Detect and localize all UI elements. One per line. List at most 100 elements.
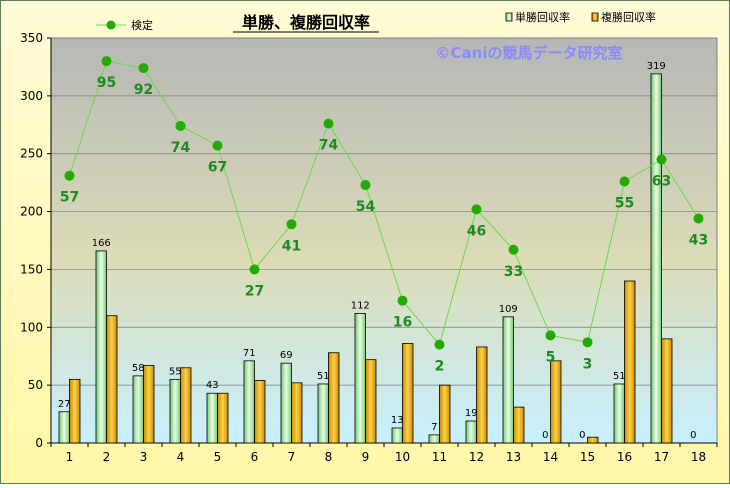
line-point <box>508 244 519 255</box>
legend-place-swatch <box>591 12 599 22</box>
legend-line-label: 検定 <box>131 18 153 32</box>
line-point-label: 2 <box>435 359 445 375</box>
x-tick-label: 3 <box>140 450 148 464</box>
line-point-label: 74 <box>171 140 191 156</box>
line-point <box>286 219 297 230</box>
line-point <box>656 154 667 165</box>
bar-place <box>550 360 562 444</box>
bar-win <box>243 360 255 444</box>
line-point-label: 5 <box>546 349 556 365</box>
y-axis: 0 50 100 150 200 250 300 350 <box>20 31 52 450</box>
bar-win <box>502 316 514 444</box>
x-tick-label: 5 <box>214 450 222 464</box>
bar-series <box>58 73 673 444</box>
line-point <box>212 140 223 151</box>
y-tick-label: 200 <box>20 205 43 219</box>
line-point <box>434 339 445 350</box>
bar-win <box>95 250 107 444</box>
bar-win-label: 51 <box>317 371 330 382</box>
bar-win-label: 166 <box>92 238 111 249</box>
x-tick-label: 12 <box>469 450 484 464</box>
line-point-label: 67 <box>208 160 227 176</box>
bar-place <box>291 382 303 444</box>
line-point <box>582 337 593 348</box>
bar-win <box>169 378 181 444</box>
bar-win-label: 112 <box>351 300 370 311</box>
line-point <box>138 63 149 74</box>
y-tick-label: 100 <box>20 320 43 334</box>
y-tick-label: 150 <box>20 262 43 276</box>
y-tick-label: 50 <box>28 378 43 392</box>
bar-win <box>58 411 70 444</box>
y-tick-label: 0 <box>35 436 43 450</box>
bar-place <box>624 280 636 444</box>
bar-win <box>206 392 218 444</box>
grid-lines <box>51 95 717 386</box>
line-point <box>101 56 112 67</box>
bar-win <box>465 420 477 444</box>
bar-win-label: 19 <box>465 408 478 419</box>
line-point <box>175 120 186 131</box>
x-tick-label: 7 <box>288 450 296 464</box>
bar-win <box>132 375 144 444</box>
x-tick-label: 16 <box>617 450 632 464</box>
bar-place <box>365 359 377 444</box>
bar-place <box>143 365 155 444</box>
line-path <box>69 60 699 346</box>
chart-title: 単勝、複勝回収率 <box>242 13 370 32</box>
bar-place <box>106 315 118 444</box>
x-tick-label: 9 <box>362 450 370 464</box>
line-point-label: 41 <box>282 238 301 254</box>
line-point <box>693 213 704 224</box>
line-point-label: 33 <box>504 264 523 280</box>
watermark: ©Caniの競馬データ研究室 <box>436 44 623 62</box>
x-tick-label: 2 <box>103 450 111 464</box>
legend-item-win: 単勝回収率 <box>505 10 570 24</box>
bar-win-label: 55 <box>169 366 182 377</box>
bar-place <box>476 346 488 444</box>
x-tick-label: 14 <box>543 450 558 464</box>
x-tick-label: 15 <box>580 450 595 464</box>
line-point-label: 43 <box>689 233 708 249</box>
line-point <box>360 179 371 190</box>
bar-place <box>439 384 451 444</box>
line-series <box>64 56 704 350</box>
line-point-label: 16 <box>393 315 412 331</box>
bar-win <box>280 362 292 444</box>
line-point <box>249 264 260 275</box>
bar-win-label: 0 <box>690 430 696 441</box>
bar-win <box>317 383 329 444</box>
line-point <box>323 118 334 129</box>
line-point-label: 3 <box>583 356 593 372</box>
bar-win-label: 51 <box>613 371 626 382</box>
legend-line-marker <box>106 20 116 30</box>
line-point <box>397 295 408 306</box>
bar-place <box>180 367 192 444</box>
x-axis: 1 2 3 4 5 6 7 8 9 10 11 12 13 14 15 16 17 18 <box>50 442 718 464</box>
bar-place <box>402 343 414 444</box>
bar-win <box>428 434 440 444</box>
bar-win <box>391 427 403 444</box>
legend-place-label: 複勝回収率 <box>601 10 656 24</box>
bar-win-label: 43 <box>206 380 219 391</box>
bar-win-label: 319 <box>647 61 666 72</box>
bar-place <box>513 406 525 444</box>
bar-place <box>587 436 599 444</box>
bar-place <box>661 338 673 444</box>
x-tick-label: 1 <box>66 450 74 464</box>
x-tick-label: 13 <box>506 450 521 464</box>
bar-win-label: 0 <box>579 430 585 441</box>
line-point-label: 54 <box>356 199 376 215</box>
bar-win <box>650 73 662 444</box>
x-tick-label: 18 <box>691 450 706 464</box>
bar-win-label: 13 <box>391 415 404 426</box>
line-point-label: 92 <box>134 82 153 98</box>
x-tick-label: 6 <box>251 450 259 464</box>
line-point-label: 57 <box>60 190 79 206</box>
x-tick-label: 8 <box>325 450 333 464</box>
bar-win-label: 0 <box>542 430 548 441</box>
line-point <box>471 204 482 215</box>
